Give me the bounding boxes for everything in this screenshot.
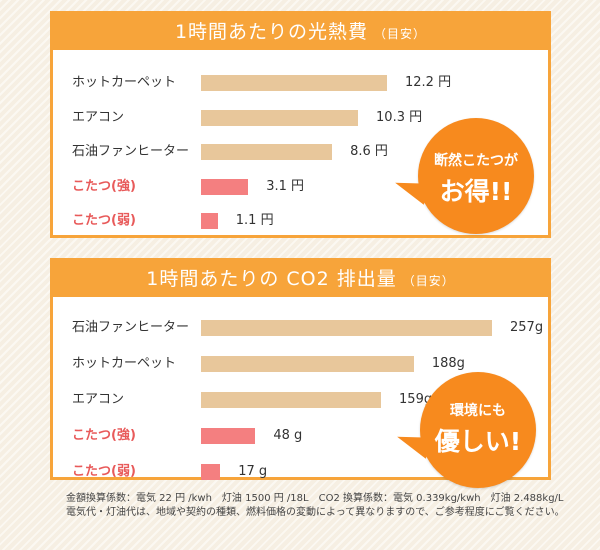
value-label: 48 g bbox=[273, 428, 303, 443]
bar-row: こたつ(弱) 17 g bbox=[53, 462, 548, 482]
value-label: 17 g bbox=[238, 464, 268, 479]
value-label: 10.3 円 bbox=[376, 109, 423, 125]
cost-callout-bubble: 断然こたつが お得!! bbox=[391, 118, 534, 234]
bar bbox=[201, 356, 414, 372]
value-label: 1.1 円 bbox=[235, 213, 274, 228]
bar-row: こたつ(強) 48 g bbox=[53, 426, 548, 446]
category-label: エアコン bbox=[72, 392, 125, 407]
category-label: 石油ファンヒーター bbox=[72, 144, 190, 159]
cost-panel-subtitle: （目安） bbox=[374, 27, 427, 41]
category-label: こたつ(弱) bbox=[72, 213, 136, 228]
category-label: こたつ(弱) bbox=[72, 464, 136, 479]
footnote-line2: 電気代・灯油代は、地域や契約の種類、燃料価格の変動によって異なりますので、ご参考… bbox=[66, 507, 565, 518]
bar bbox=[201, 213, 218, 229]
bar bbox=[201, 428, 256, 444]
value-label: 8.6 円 bbox=[350, 144, 388, 159]
bar-row: エアコン 159g bbox=[53, 390, 548, 410]
bar-row: エアコン 10.3 円 bbox=[53, 108, 548, 128]
value-label: 188g bbox=[431, 356, 465, 371]
value-label: 257g bbox=[510, 320, 544, 335]
co2-callout-line2: 優しい! bbox=[434, 427, 522, 456]
bar bbox=[201, 320, 492, 336]
cost-callout-line2: お得!! bbox=[439, 177, 513, 206]
bar bbox=[201, 109, 359, 126]
value-label: 12.2 円 bbox=[405, 75, 452, 90]
co2-callout-line1: 環境にも bbox=[450, 403, 506, 419]
category-label: エアコン bbox=[72, 109, 125, 125]
bar-row: ホットカーペット 12.2 円 bbox=[53, 73, 548, 93]
co2-panel: 1時間あたりの CO2 排出量 （目安） 石油ファンヒーター 257g ホットカーペッ… bbox=[50, 258, 551, 480]
bar bbox=[201, 144, 333, 160]
category-label: こたつ(強) bbox=[72, 428, 136, 443]
bar bbox=[201, 464, 221, 480]
cost-panel-header: 1時間あたりの光熱費 （目安） bbox=[53, 14, 548, 50]
category-label: ホットカーペット bbox=[72, 356, 177, 371]
bar-row: こたつ(弱) 1.1 円 bbox=[53, 211, 548, 231]
category-label: こたつ(強) bbox=[72, 178, 136, 194]
category-label: 石油ファンヒーター bbox=[72, 320, 190, 335]
value-label: 3.1 円 bbox=[266, 178, 305, 194]
cost-callout-line1: 断然こたつが bbox=[434, 153, 518, 169]
bar bbox=[201, 392, 382, 408]
bar-row: こたつ(強) 3.1 円 bbox=[53, 177, 548, 197]
bar-row: ホットカーペット 188g bbox=[53, 354, 548, 374]
co2-callout-bubble: 環境にも 優しい! bbox=[393, 372, 536, 488]
co2-panel-header: 1時間あたりの CO2 排出量 （目安） bbox=[53, 261, 548, 297]
co2-panel-title: 1時間あたりの CO2 排出量 bbox=[146, 268, 397, 290]
cost-panel-title: 1時間あたりの光熱費 bbox=[174, 21, 369, 43]
category-label: ホットカーペット bbox=[72, 75, 177, 90]
bar bbox=[201, 75, 387, 91]
bar-row: 石油ファンヒーター 257g bbox=[53, 318, 548, 338]
bar-row: 石油ファンヒーター 8.6 円 bbox=[53, 142, 548, 162]
value-label: 159g bbox=[399, 392, 433, 407]
footnote: 金額換算係数：電気 22 円 /kwh 灯油 1500 円 /18L CO2 換… bbox=[66, 492, 565, 520]
footnote-line1: 金額換算係数：電気 22 円 /kwh 灯油 1500 円 /18L CO2 換… bbox=[66, 493, 564, 504]
co2-panel-subtitle: （目安） bbox=[402, 274, 455, 288]
bar bbox=[201, 178, 249, 195]
